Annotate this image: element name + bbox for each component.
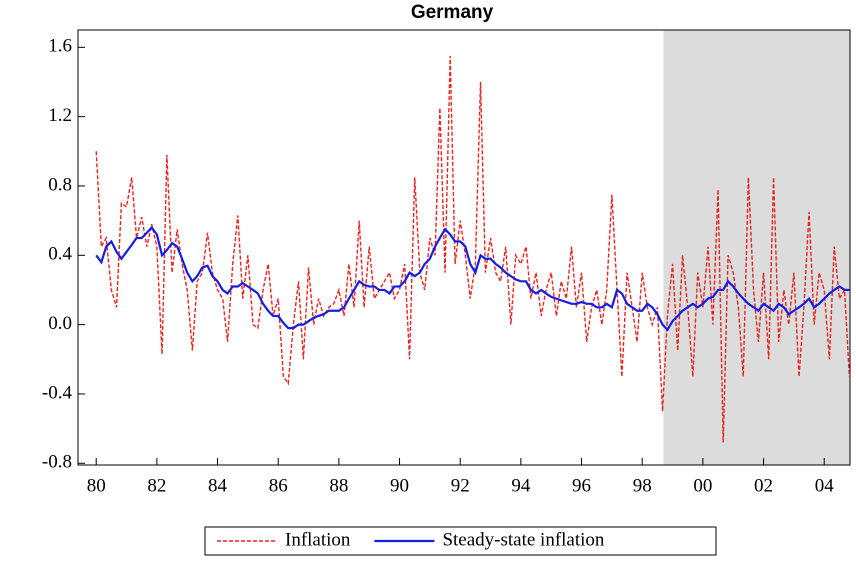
legend-box <box>204 526 717 556</box>
y-tick-label: 0.4 <box>48 244 72 265</box>
chart-title: Germany <box>411 2 494 23</box>
x-tick-label: 86 <box>269 475 288 496</box>
series-line <box>95 55 851 443</box>
forecast-shade <box>663 30 850 465</box>
x-tick-label: 94 <box>511 475 531 496</box>
y-tick-label: -0.8 <box>42 452 72 473</box>
plot-frame <box>77 29 851 466</box>
x-tick-label: 88 <box>329 475 348 496</box>
y-tick-label: 0.8 <box>48 174 72 195</box>
x-tick-label: 84 <box>208 475 228 496</box>
legend-label: Inflation <box>285 529 351 550</box>
y-tick-label: 1.6 <box>48 36 72 57</box>
x-tick-label: 98 <box>633 475 652 496</box>
x-tick-label: 96 <box>572 475 591 496</box>
x-tick-label: 82 <box>147 475 166 496</box>
x-tick-label: 04 <box>815 475 835 496</box>
x-tick-label: 90 <box>390 475 409 496</box>
x-tick-label: 80 <box>87 475 106 496</box>
series-line <box>95 225 850 332</box>
legend-label: Steady-state inflation <box>442 529 604 550</box>
y-tick-label: 1.2 <box>48 105 72 126</box>
x-tick-label: 92 <box>451 475 470 496</box>
y-tick-label: 0.0 <box>48 313 72 334</box>
x-tick-label: 00 <box>693 475 712 496</box>
x-tick-label: 02 <box>754 475 773 496</box>
y-tick-label: -0.4 <box>42 382 73 403</box>
